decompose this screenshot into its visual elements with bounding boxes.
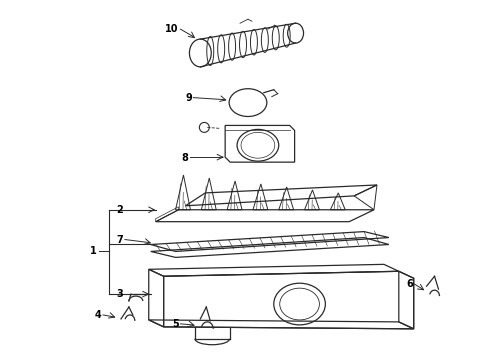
Text: 9: 9 [186, 93, 193, 103]
Text: 6: 6 [406, 279, 413, 289]
Text: 8: 8 [182, 153, 189, 163]
Text: 5: 5 [172, 319, 178, 329]
Text: 1: 1 [90, 247, 97, 256]
Text: 10: 10 [165, 24, 178, 34]
Text: 2: 2 [116, 205, 123, 215]
Text: 7: 7 [116, 234, 123, 244]
Text: 3: 3 [116, 289, 123, 299]
Text: 4: 4 [95, 310, 101, 320]
